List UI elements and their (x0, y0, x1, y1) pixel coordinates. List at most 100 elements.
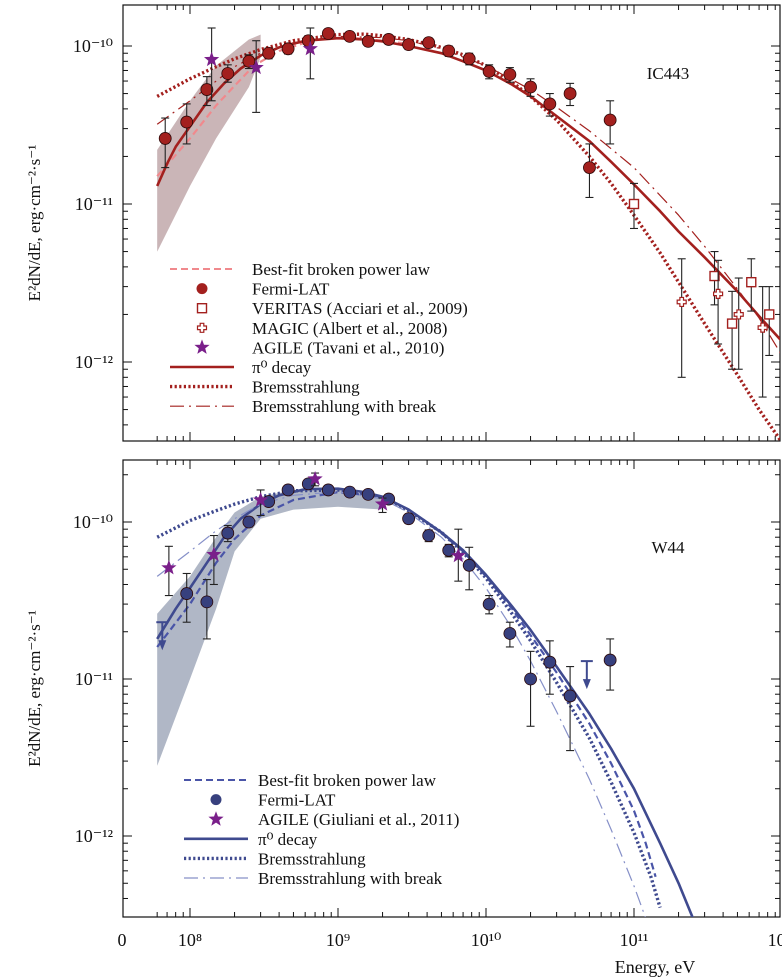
x-ticks-1 (156, 460, 776, 917)
plot-frame (122, 4, 781, 442)
legend-label: Fermi-LAT (258, 791, 336, 810)
data-point-fermi (321, 27, 335, 40)
y-tick-label: 10⁻¹² (75, 826, 113, 846)
x-tick-label: 10⁹ (326, 930, 350, 950)
data-point-fermi (402, 38, 416, 52)
legend-label: Bremsstrahlung with break (258, 869, 443, 888)
data-point-fermi (583, 161, 596, 174)
data-point-fermi (343, 485, 357, 499)
data-point-agile (307, 471, 323, 486)
data-point-veritas (628, 198, 640, 210)
data-point-agile (206, 546, 222, 562)
legend-label: VERITAS (Acciari et al., 2009) (252, 299, 468, 318)
data-point-fermi (482, 65, 496, 78)
y-tick-label: 10⁻¹⁰ (73, 512, 113, 532)
panel-w44: W44 E²dN/dE, erg·cm⁻²·s⁻¹ (25, 459, 781, 918)
legend-label: π⁰ decay (258, 830, 318, 849)
data-point-fermi (422, 529, 436, 542)
band-overlay (157, 490, 383, 766)
panel-title: W44 (651, 538, 685, 557)
data-point-agile (204, 51, 220, 67)
plot-frame (122, 459, 781, 918)
x-tick-label: 10¹² (768, 930, 782, 950)
data-point-fermi (361, 34, 375, 48)
data-point-fermi (200, 83, 214, 96)
legend-swatch (210, 794, 222, 806)
data-point-fermi (180, 115, 194, 129)
data-point-fermi (221, 67, 235, 80)
data-point-veritas (709, 270, 720, 282)
ylabel: E²dN/dE, erg·cm⁻²·s⁻¹ (25, 145, 44, 302)
data-point-agile (450, 547, 466, 563)
data-point-agile (253, 492, 269, 507)
series-bremsstrahlung-with-break (156, 35, 780, 354)
legend-swatch (194, 339, 210, 354)
series-bremsstrahlung-with-break (156, 491, 646, 917)
data-point-fermi (242, 54, 256, 68)
legend-label: AGILE (Tavani et al., 2010) (252, 338, 444, 357)
legend-label: Bremsstrahlung (252, 378, 360, 397)
data-point-magic (712, 288, 724, 299)
data-point-fermi (503, 627, 517, 640)
uncertainty-band (157, 34, 261, 252)
data-point-fermi (281, 42, 295, 56)
series--decay (156, 36, 780, 342)
panel-ic443: IC443 E²dN/dE, erg·cm⁻²·s⁻¹ (25, 4, 781, 442)
data-point-magic (733, 309, 744, 320)
x-tick-label: 10¹¹ (620, 930, 649, 950)
plot-area-1 (156, 471, 694, 917)
data-point-fermi (158, 132, 172, 145)
y-ticks-0 (123, 45, 780, 426)
legend-swatch (196, 303, 208, 314)
data-point-fermi (242, 515, 256, 529)
data-point-fermi (200, 595, 214, 609)
y-ticks-1 (123, 474, 780, 899)
data-point-fermi (603, 653, 617, 667)
ylabel: E²dN/dE, erg·cm⁻²·s⁻¹ (25, 610, 44, 767)
data-point-fermi (543, 655, 557, 669)
legend-1: Best-fit broken power lawFermi-LATAGILE … (184, 771, 459, 888)
legend-0: Best-fit broken power lawFermi-LATVERITA… (170, 260, 468, 416)
data-point-agile (302, 40, 318, 56)
data-point-fermi (301, 34, 315, 48)
data-point-fermi (603, 113, 617, 127)
data-point-fermi (524, 80, 537, 94)
upper-limit-arrow (158, 640, 167, 651)
data-point-fermi (462, 52, 476, 66)
y-tick-label: 10⁻¹² (75, 352, 113, 372)
data-point-veritas (726, 318, 738, 329)
data-point-agile (248, 59, 264, 75)
data-point-fermi (482, 597, 496, 611)
panel-title: IC443 (647, 64, 690, 83)
data-point-fermi (503, 68, 517, 81)
data-point-fermi (422, 36, 436, 50)
data-point-agile (374, 496, 391, 511)
data-point-veritas (764, 309, 775, 320)
data-point-fermi (321, 483, 335, 497)
data-point-fermi (221, 526, 235, 540)
x-tick-label: 10¹⁰ (471, 930, 502, 950)
legend-swatch (196, 283, 208, 295)
x-axis-label: Energy, eV (615, 957, 695, 977)
data-point-fermi (563, 87, 577, 100)
data-point-fermi (563, 689, 577, 703)
legend-label: Bremsstrahlung with break (252, 397, 437, 416)
x-ticks-0 (156, 5, 776, 441)
y-tick-label: 10⁻¹⁰ (73, 36, 113, 56)
legend-label: Bremsstrahlung (258, 849, 366, 868)
plot-area-0 (156, 27, 780, 441)
x-tick-label: 10⁸ (178, 930, 202, 950)
series--decay (156, 487, 694, 917)
data-point-fermi (180, 587, 194, 600)
legend-label: AGILE (Giuliani et al., 2011) (258, 810, 459, 829)
y-axis-label: E²dN/dE, erg·cm⁻²·s⁻¹ (25, 145, 44, 302)
data-point-fermi (382, 33, 396, 46)
data-point-fermi (442, 44, 456, 58)
data-point-magic (757, 322, 768, 333)
x-zero-label: 0 (118, 930, 127, 950)
legend-label: MAGIC (Albert et al., 2008) (252, 319, 447, 338)
y-tick-label: 10⁻¹¹ (75, 194, 113, 214)
data-point-magic (676, 296, 687, 308)
data-point-fermi (343, 30, 357, 43)
series-bremsstrahlung (156, 32, 780, 441)
